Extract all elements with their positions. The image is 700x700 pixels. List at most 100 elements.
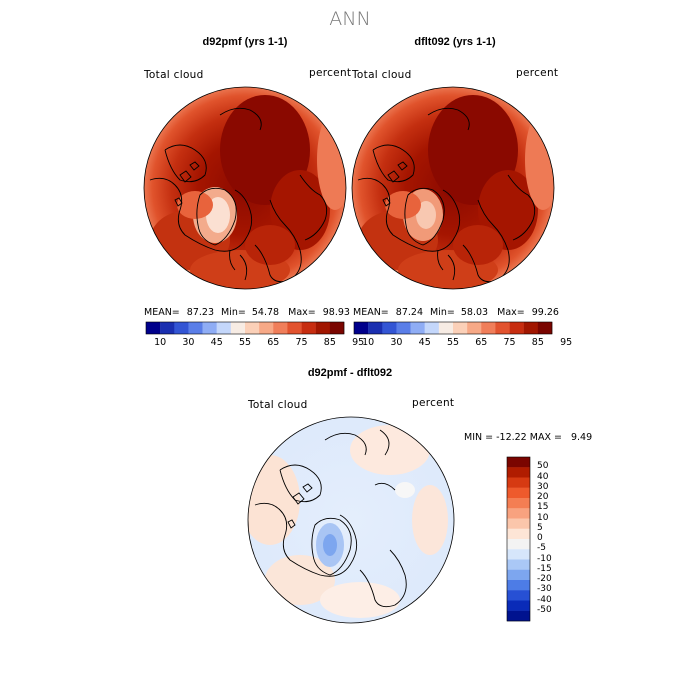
legend-label: -10 <box>537 553 552 564</box>
colorbar-swatch <box>453 322 468 334</box>
colorbar-swatch <box>537 322 553 334</box>
colorbar-border <box>145 321 345 335</box>
panel-1-mean-label: MEAN= <box>144 307 180 318</box>
colorbar-swatch <box>174 322 189 334</box>
panel-1-units-label: percent <box>309 67 352 79</box>
panel-1-title: d92pmf (yrs 1-1) <box>202 36 288 48</box>
panel-2-max-label: Max= <box>497 307 525 318</box>
colorbar-swatch <box>287 322 302 334</box>
diff-panel-minmax: MIN = -12.22 MAX = 9.49 <box>464 432 593 443</box>
legend-swatch <box>507 559 530 570</box>
legend-label: -30 <box>537 584 552 595</box>
colorbar-swatch <box>424 322 440 334</box>
panel-2-title: dflt092 (yrs 1-1) <box>414 36 496 48</box>
legend-label: -40 <box>537 594 552 605</box>
colorbar-tick-label: 95 <box>352 337 365 348</box>
legend-swatch <box>507 600 530 611</box>
diff-panel-variable-label: Total cloud <box>248 399 308 411</box>
colorbar-swatch <box>315 322 331 334</box>
legend-label: -15 <box>537 563 552 574</box>
colorbar-swatch <box>509 322 524 334</box>
panel-1-min-value: 54.78 <box>251 307 280 318</box>
diff-panel-units-label: percent <box>412 397 455 409</box>
map-panel-2 <box>351 86 555 290</box>
colorbar-tick-label: 95 <box>560 337 573 348</box>
legend-label: -50 <box>537 604 552 615</box>
colorbar-tick-label: 55 <box>238 337 252 348</box>
colorbar-border <box>353 321 553 335</box>
colorbar-swatch <box>329 322 345 334</box>
colorbar-swatch <box>523 322 539 334</box>
panel-2-units-label: percent <box>516 67 559 79</box>
legend-swatch <box>507 487 530 499</box>
legend-label: 50 <box>537 461 549 472</box>
colorbar-swatch <box>354 322 369 334</box>
panel-2-min-value: 58.03 <box>460 307 489 318</box>
legend-swatch <box>507 518 530 529</box>
panel-1-max-value: 98.93 <box>322 307 350 318</box>
colorbar-tick-label: 30 <box>182 337 195 348</box>
panel-1-mean-value: 87.23 <box>186 307 214 318</box>
colorbar-panel-2 <box>353 321 553 335</box>
panel-1-stats: MEAN= 87.23 Min= 54.78 Max= 98.93 <box>144 307 354 318</box>
page-title: ANN <box>329 8 371 30</box>
colorbar-swatch <box>410 322 425 334</box>
colorbar-tick-label: 85 <box>531 337 544 348</box>
colorbar-swatch <box>245 322 260 334</box>
legend-label: 40 <box>537 471 549 482</box>
colorbar-swatch <box>230 322 246 334</box>
panel-2-max-value: 99.26 <box>531 307 559 318</box>
colorbar-swatch <box>146 322 161 334</box>
legend-label: 0 <box>537 533 543 543</box>
colorbar-swatch <box>396 322 411 334</box>
panel-1-max-label: Max= <box>288 307 316 318</box>
diff-panel-title: d92pmf - dflt092 <box>307 367 393 379</box>
legend-label: 15 <box>537 502 549 513</box>
colorbar-swatch <box>188 322 203 334</box>
colorbar-tick-label: 65 <box>475 337 488 348</box>
colorbar-swatch <box>495 322 510 334</box>
legend-swatch <box>507 539 530 550</box>
panel-2-min-label: Min= <box>430 307 455 318</box>
colorbar-swatch <box>481 322 496 334</box>
panel-2-variable-label: Total cloud <box>352 69 412 81</box>
colorbar-swatch <box>382 322 397 334</box>
map-panel-1 <box>143 86 347 290</box>
panel-2-mean-value: 87.24 <box>395 307 423 318</box>
colorbar-tick-label: 45 <box>418 337 431 348</box>
legend-swatch <box>507 477 530 488</box>
colorbar-swatch <box>273 322 288 334</box>
legend-label: 30 <box>537 481 549 492</box>
colorbar-tick-label: 75 <box>295 337 308 348</box>
legend-border <box>506 456 531 622</box>
colorbar-tick-label: 30 <box>390 337 403 348</box>
legend-swatch <box>507 528 530 540</box>
difference-legend <box>506 456 531 622</box>
panel-2-stats: MEAN= 87.24 Min= 58.03 Max= 99.26 <box>353 307 563 318</box>
legend-swatch <box>507 580 530 591</box>
legend-swatch <box>507 549 530 560</box>
colorbar-tick-label: 75 <box>503 337 516 348</box>
map-difference <box>247 416 455 624</box>
legend-swatch <box>507 457 530 468</box>
panel-1-min-label: Min= <box>221 307 246 318</box>
colorbar-swatch <box>216 322 232 334</box>
colorbar-swatch <box>368 322 383 334</box>
colorbar-tick-label: 10 <box>362 337 375 348</box>
legend-swatch <box>507 498 530 509</box>
colorbar-swatch <box>202 322 217 334</box>
colorbar-tick-label: 45 <box>210 337 223 348</box>
colorbar-swatch <box>160 322 175 334</box>
legend-label: 20 <box>537 492 549 502</box>
legend-swatch <box>507 508 530 519</box>
legend-label: -5 <box>537 543 546 554</box>
colorbar-swatch <box>438 322 454 334</box>
colorbar-tick-label: 10 <box>154 337 167 348</box>
colorbar-tick-label: 65 <box>267 337 280 348</box>
panel-2-mean-label: MEAN= <box>353 307 389 318</box>
colorbar-tick-label: 85 <box>323 337 336 348</box>
legend-label: 5 <box>537 522 543 533</box>
legend-label: 10 <box>537 512 549 523</box>
legend-swatch <box>507 569 530 581</box>
